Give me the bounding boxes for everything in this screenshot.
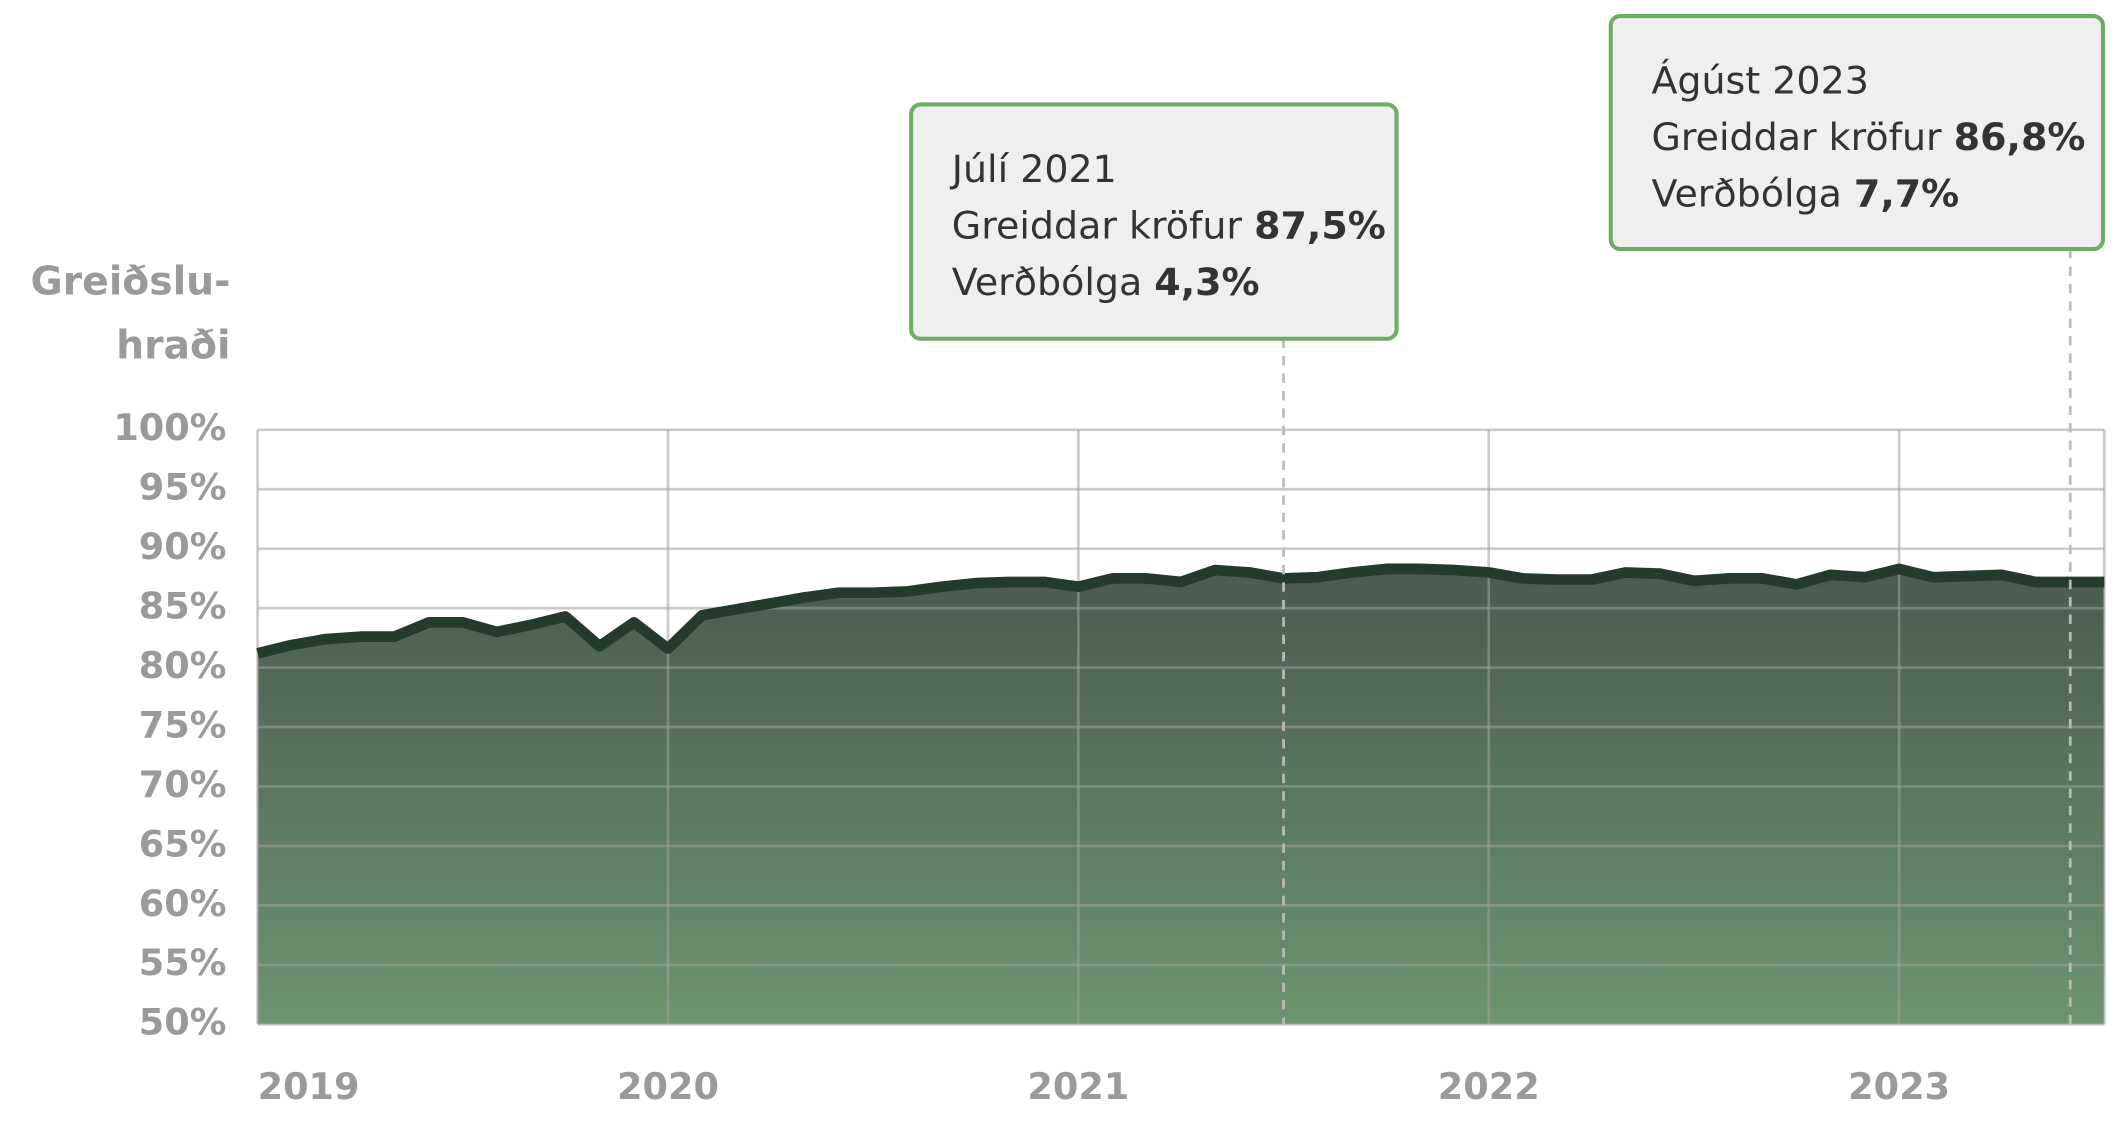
annotation-label: Verðbólga (952, 260, 1142, 304)
y-tick-label: 70% (139, 763, 227, 806)
x-tick-label: 2021 (1027, 1065, 1129, 1108)
annotation-label: Greiddar kröfur (952, 203, 1243, 247)
annotation-row: Verðbólga 4,3% (952, 260, 1260, 304)
y-tick-label: 80% (139, 644, 227, 687)
x-tick-label: 2022 (1438, 1065, 1540, 1108)
x-tick-label: 2019 (258, 1065, 360, 1108)
annotation-label: Verðbólga (1651, 171, 1841, 215)
y-tick-label: 90% (139, 525, 227, 568)
y-tick-label: 55% (139, 941, 227, 984)
annotation-row: Greiddar kröfur 87,5% (952, 203, 1386, 247)
y-tick-label: 60% (139, 882, 227, 925)
y-tick-label: 65% (139, 823, 227, 866)
annotation-value: 87,5% (1254, 203, 1386, 247)
y-tick-label: 95% (139, 466, 227, 509)
annotation-value: 7,7% (1854, 171, 1959, 215)
annotation-row: Greiddar kröfur 86,8% (1651, 115, 2085, 159)
area-line (256, 563, 2105, 659)
annotation-date: Ágúst 2023 (1651, 59, 1868, 103)
annotation-value: 4,3% (1154, 260, 1259, 304)
y-tick-label: 100% (113, 406, 226, 449)
y-tick-label: 75% (139, 704, 227, 747)
annotation-box (1608, 14, 2105, 252)
x-tick-label: 2020 (617, 1065, 719, 1108)
y-axis-label: hraði (116, 324, 230, 369)
annotation-row: Verðbólga 7,7% (1651, 171, 1959, 215)
y-axis-label: Greiðslu- (31, 260, 231, 305)
x-tick-label: 2023 (1848, 1065, 1950, 1108)
annotation-box (909, 102, 1399, 341)
y-tick-label: 50% (139, 1001, 227, 1044)
annotation-value: 86,8% (1954, 115, 2086, 159)
y-tick-label: 85% (139, 585, 227, 628)
annotation-date: Júlí 2021 (950, 147, 1117, 191)
annotation-label: Greiddar kröfur (1651, 115, 1942, 159)
area-fill (257, 568, 2105, 1025)
